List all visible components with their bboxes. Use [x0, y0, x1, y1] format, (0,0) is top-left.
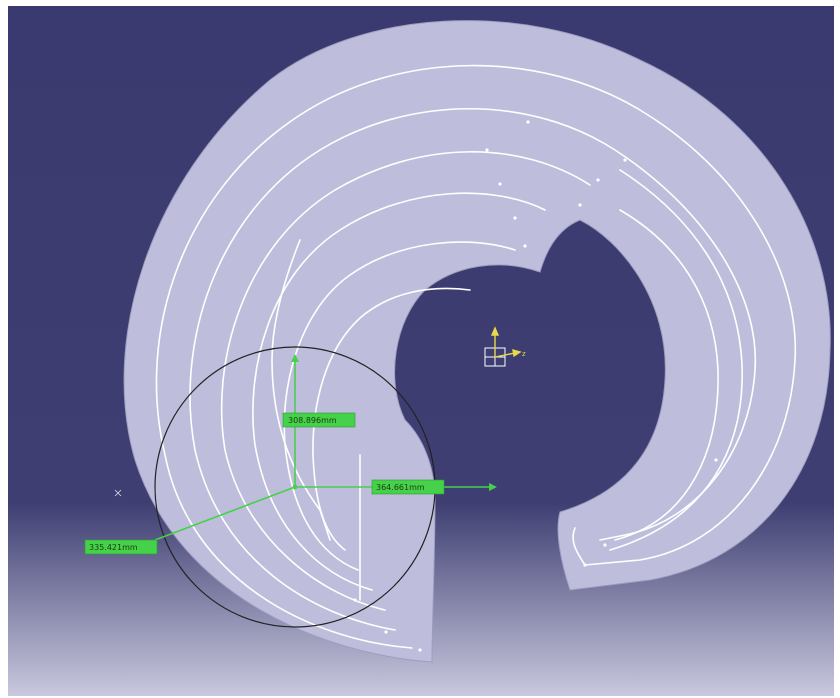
axis-compass-icon[interactable]: z — [484, 326, 526, 367]
groove-line — [283, 241, 516, 571]
dimension-label-diagonal[interactable]: 335.421mm — [84, 539, 158, 555]
groove-line — [271, 239, 331, 541]
groove-line — [614, 209, 719, 541]
point-marker-icon — [114, 489, 122, 497]
vertex-markers — [353, 120, 718, 652]
dimension-label-horizontal[interactable]: 364.661mm — [371, 479, 445, 495]
groove-line — [252, 192, 546, 591]
dimension-vertical-text: 308.896mm — [288, 416, 337, 425]
dimension-horizontal-text: 364.661mm — [376, 483, 425, 492]
groove-line — [220, 151, 591, 611]
axis-label-z: z — [522, 350, 526, 358]
groove-line — [609, 169, 743, 551]
dimension-label-vertical[interactable]: 308.896mm — [282, 412, 356, 428]
spiral-part[interactable] — [123, 20, 831, 663]
spiral-grooves — [155, 64, 797, 649]
groove-line — [189, 108, 757, 631]
groove-line — [155, 64, 797, 649]
dimension-diagonal-text: 335.421mm — [89, 543, 138, 552]
